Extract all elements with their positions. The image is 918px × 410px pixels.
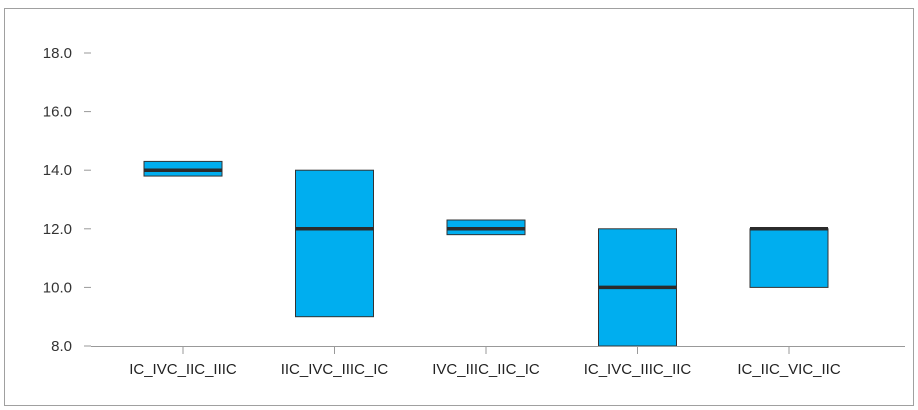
x-tick-label: IVC_IIIC_IIC_IC	[432, 361, 540, 378]
boxes	[143, 160, 829, 347]
box-2	[295, 169, 374, 318]
chart-frame	[4, 8, 914, 406]
y-axis: 8.0 10.0 12.0 14.0 16.0 18.0	[43, 45, 91, 355]
x-tick-label: IC_IVC_IIIC_IIC	[584, 361, 692, 378]
x-axis: IC_IVC_IIC_IIIC IIC_IVC_IIIC_IC IVC_IIIC_I…	[91, 346, 905, 378]
y-tick-label: 10.0	[43, 279, 72, 296]
x-tick-label: IC_IVC_IIC_IIIC	[129, 361, 237, 378]
y-tick-label: 8.0	[51, 338, 72, 355]
y-tick-label: 12.0	[43, 221, 72, 238]
box-5	[749, 228, 829, 288]
y-tick-label: 16.0	[43, 104, 72, 121]
y-tick-label: 18.0	[43, 45, 72, 62]
x-tick-label: IIC_IVC_IIIC_IC	[281, 361, 389, 378]
y-tick-label: 14.0	[43, 162, 72, 179]
x-tick-label: IC_IIC_VIC_IIC	[737, 361, 841, 378]
